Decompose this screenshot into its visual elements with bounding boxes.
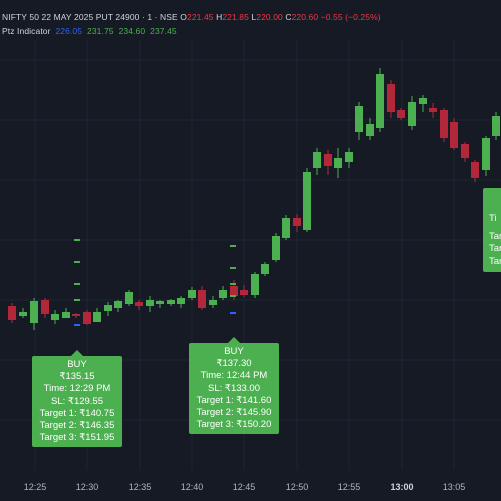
candle-body — [282, 218, 290, 238]
signal-stop-loss: SL: ₹129.55 — [51, 395, 103, 407]
candle-body — [125, 292, 133, 304]
candle-body — [104, 305, 112, 311]
candle-body — [387, 84, 395, 112]
time-tick: 13:05 — [442, 482, 466, 492]
symbol-title[interactable]: NIFTY 50 22 MAY 2025 PUT 24900 · 1 · NSE — [2, 12, 178, 22]
candle-body — [397, 110, 405, 118]
signal-partial-line: Targ — [489, 231, 501, 243]
candle-body — [408, 102, 416, 126]
buy-signal-label-3[interactable]: Ti Targ Targ Targ — [483, 188, 501, 272]
time-tick: 12:30 — [75, 482, 99, 492]
time-tick: 12:25 — [23, 482, 47, 492]
indicator-value-2: 231.75 — [87, 26, 114, 36]
time-tick: 12:45 — [232, 482, 256, 492]
signal-arrow — [228, 337, 240, 343]
indicator-value-3: 234.60 — [118, 26, 146, 36]
candle-body — [334, 158, 342, 168]
candle-body — [313, 152, 321, 168]
signal-target-1: Target 1: ₹141.60 — [196, 394, 272, 406]
high-label: H — [216, 12, 223, 22]
signal-target-2: Target 2: ₹146.35 — [39, 420, 115, 432]
close-value: 220.60 — [291, 12, 319, 22]
candle-body — [492, 116, 500, 136]
indicator-legend[interactable]: Ptz Indicator 226.05 231.75 234.60 237.4… — [2, 26, 177, 36]
candle-body — [355, 106, 363, 132]
high-value: 221.85 — [222, 12, 249, 22]
candle-body — [135, 302, 143, 306]
close-label: C — [285, 12, 292, 22]
signal-type: BUY — [224, 346, 244, 357]
time-tick: 12:50 — [285, 482, 309, 492]
open-value: 221.45 — [187, 12, 214, 22]
candle-body — [419, 98, 427, 104]
candle-body — [188, 290, 196, 298]
signal-partial-line: Targ — [489, 243, 501, 255]
candle-body — [114, 301, 122, 308]
candle-body — [272, 236, 280, 260]
candle-body — [440, 110, 448, 138]
time-tick: 12:40 — [180, 482, 204, 492]
candle-body — [219, 290, 227, 298]
candle-body — [198, 290, 206, 308]
indicator-value-4: 237.45 — [150, 26, 177, 36]
candle-body — [19, 312, 27, 316]
candle-body — [41, 300, 49, 314]
candle-body — [261, 264, 269, 274]
candle-body — [83, 312, 91, 324]
candle-body — [62, 312, 70, 318]
signal-target-3: Target 3: ₹151.95 — [39, 432, 115, 444]
candle-body — [303, 172, 311, 230]
candle-body — [471, 162, 479, 178]
signal-target-2: Target 2: ₹145.90 — [196, 407, 272, 419]
indicator-value-1: 226.05 — [55, 26, 83, 36]
candle-body — [293, 218, 301, 226]
signal-target-3: Target 3: ₹150.20 — [196, 419, 272, 431]
signal-time: Time: 12:44 PM — [200, 370, 268, 382]
candle-body — [167, 300, 175, 304]
signal-time: Time: 12:29 PM — [43, 383, 111, 395]
time-tick: 12:55 — [337, 482, 361, 492]
candle-body — [177, 298, 185, 304]
signal-type: BUY — [67, 359, 87, 370]
candle-body — [8, 306, 16, 320]
signal-price: ₹135.15 — [59, 371, 95, 383]
candle-body — [251, 274, 259, 295]
buy-signal-label-2[interactable]: BUY ₹137.30 Time: 12:44 PM SL: ₹133.00 T… — [189, 337, 279, 435]
candle-body — [30, 301, 38, 323]
candle-body — [450, 122, 458, 148]
candle-body — [324, 154, 332, 166]
signal-target-1: Target 1: ₹140.75 — [39, 407, 115, 419]
candle-body — [230, 286, 238, 296]
low-label: L — [251, 12, 257, 22]
time-tick: 13:00 — [390, 482, 414, 492]
candle-body — [429, 108, 437, 112]
candle-body — [146, 300, 154, 306]
low-value: 220.00 — [256, 12, 283, 22]
candle-body — [376, 74, 384, 128]
signal-partial-line: Ti — [489, 213, 497, 224]
candle-body — [366, 124, 374, 136]
change-value: −0.55 (−0.25%) — [320, 12, 381, 22]
candle-body — [240, 290, 248, 295]
candle-body — [209, 300, 217, 305]
signal-stop-loss: SL: ₹133.00 — [208, 382, 260, 394]
candle-body — [51, 314, 59, 320]
buy-signal-label-1[interactable]: BUY ₹135.15 Time: 12:29 PM SL: ₹129.55 T… — [32, 350, 122, 448]
candle-body — [345, 152, 353, 162]
signal-partial-line: Targ — [489, 255, 501, 267]
indicator-name[interactable]: Ptz Indicator — [2, 26, 51, 36]
candle-body — [461, 144, 469, 158]
candle-body — [72, 314, 80, 316]
signal-price: ₹137.30 — [216, 358, 252, 370]
candle-body — [93, 312, 101, 322]
candle-body — [482, 138, 490, 170]
signal-arrow — [71, 350, 83, 356]
open-label: O — [180, 12, 188, 22]
time-tick: 12:35 — [128, 482, 152, 492]
legend-ohlc: NIFTY 50 22 MAY 2025 PUT 24900 · 1 · NSE… — [2, 12, 381, 22]
candle-body — [156, 301, 164, 304]
